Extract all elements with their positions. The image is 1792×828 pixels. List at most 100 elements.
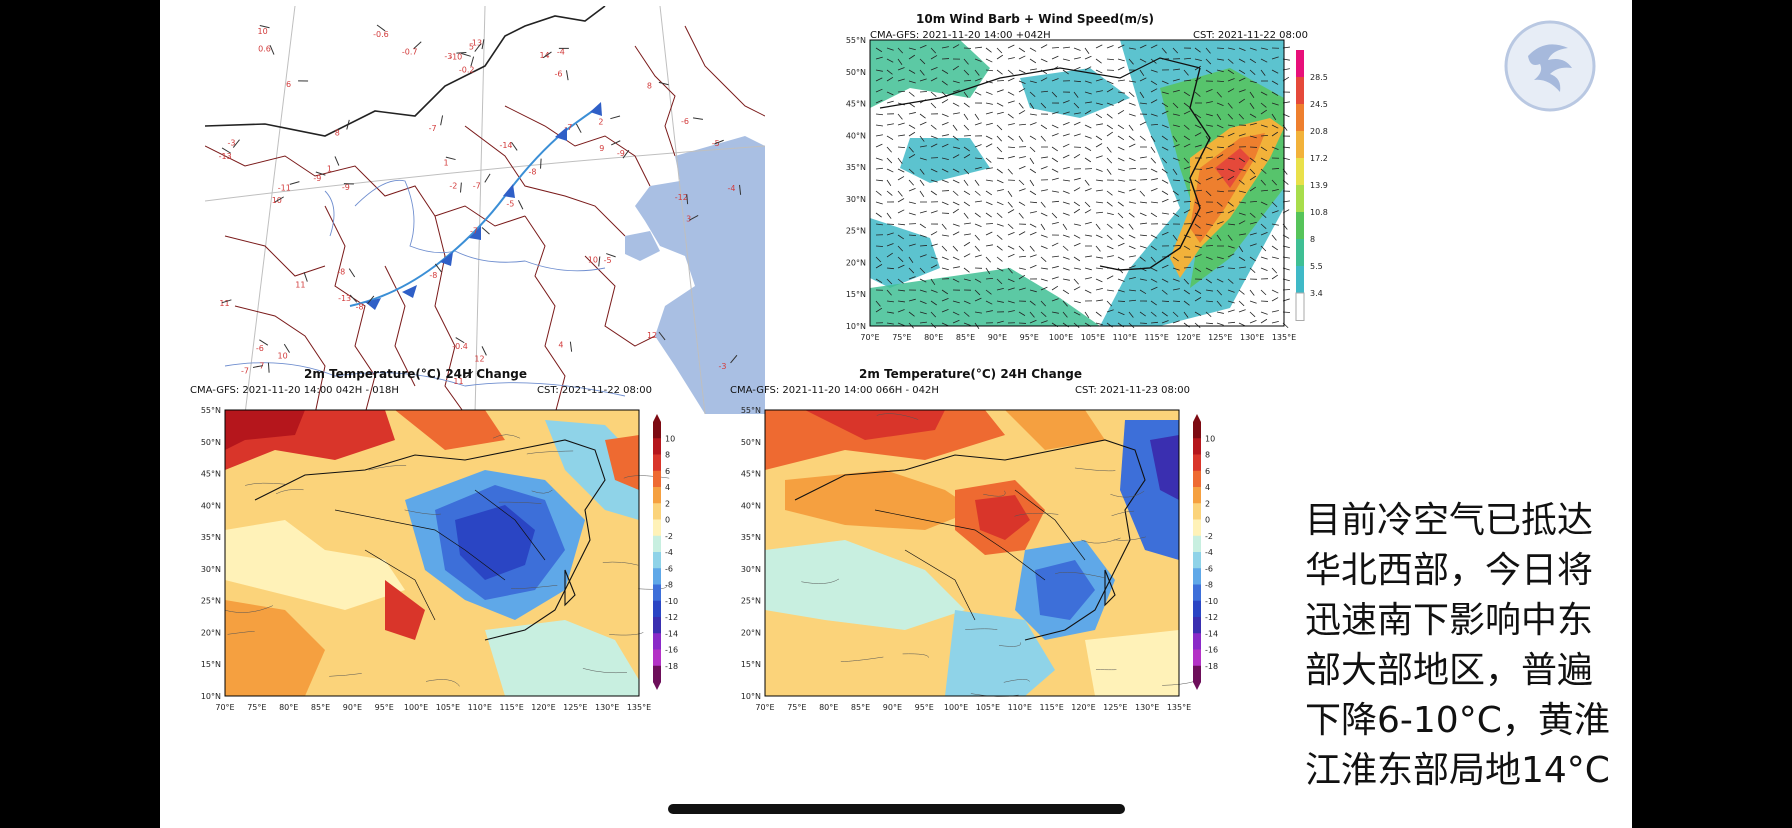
temp-colorbar-label: 2 — [1205, 499, 1210, 508]
wind-barb — [1150, 256, 1156, 263]
wind-barb — [1128, 322, 1135, 329]
station-temp-value: -6 — [256, 344, 264, 353]
station-temp-value: 12 — [474, 354, 484, 363]
wind-barb — [897, 122, 905, 126]
wind-barb — [1018, 267, 1026, 270]
lon-tick-label: 110°E — [1008, 703, 1032, 712]
wind-barb — [1205, 311, 1212, 318]
wind-barb — [952, 112, 960, 115]
temp-chart-1-model-run: CMA-GFS: 2021-11-20 14:00 042H - 018H — [190, 385, 399, 396]
wind-barb — [886, 58, 894, 63]
wind-barb — [985, 289, 992, 295]
wind-barb — [952, 300, 960, 304]
wind-barb — [1260, 311, 1268, 315]
wind-barb — [1271, 179, 1278, 186]
wind-barb — [1216, 221, 1224, 225]
wind-barb — [1150, 201, 1158, 204]
wind-barb — [1018, 69, 1026, 74]
wind-barb — [1051, 265, 1059, 269]
wind-barb — [1095, 102, 1103, 106]
wind-barb — [941, 168, 949, 173]
wind-barb — [886, 123, 894, 126]
wind-barb — [941, 80, 948, 86]
wind-barb — [1205, 234, 1213, 240]
wind-barb — [1172, 320, 1180, 324]
wind-barb — [919, 157, 927, 161]
wind-barb — [1139, 58, 1147, 63]
wind-barb — [1238, 98, 1246, 104]
wind-barb — [1139, 102, 1147, 105]
temp-colorbar-swatch — [653, 503, 661, 520]
wind-barb — [1139, 91, 1145, 99]
wind-barb — [1172, 157, 1180, 161]
station-barb-layer — [221, 24, 742, 379]
wind-barb — [1029, 68, 1037, 71]
temp-change-zone — [225, 410, 305, 450]
wind-barb — [1117, 157, 1125, 162]
wind-barb — [886, 76, 894, 82]
wind-barb — [952, 278, 960, 283]
wind-barb — [1216, 124, 1224, 129]
wind-colorbar-swatch — [1296, 212, 1304, 240]
wind-barb — [1183, 79, 1191, 82]
wind-barb — [908, 80, 916, 84]
wind-barb — [1139, 256, 1146, 262]
lon-tick-label: 130°E — [1135, 703, 1159, 712]
wind-barb — [1051, 298, 1059, 302]
wind-barb — [1117, 44, 1125, 49]
wind-barb — [1249, 212, 1256, 218]
wind-barb — [1249, 122, 1257, 126]
wind-barb — [908, 54, 916, 60]
wind-barb — [1172, 234, 1178, 241]
lon-tick-label: 90°E — [988, 333, 1007, 342]
wind-barb — [1029, 264, 1037, 269]
wind-colorbar-swatch — [1296, 77, 1304, 105]
wind-colorbar-swatch — [1296, 104, 1304, 132]
temp-change-zone — [975, 495, 1030, 540]
temp-contours — [801, 413, 1195, 697]
wind-barb — [1084, 277, 1092, 280]
wind-barb — [1227, 267, 1236, 269]
wind-barb — [1194, 267, 1202, 273]
wind-barb — [1018, 135, 1024, 142]
lon-tick-label: 70°E — [215, 703, 234, 712]
wind-barb — [1216, 113, 1222, 121]
temp-contour-line — [1110, 490, 1145, 498]
wind-barb — [1106, 124, 1114, 130]
station-temp-value: -0.2 — [459, 65, 475, 74]
wind-barb — [1139, 135, 1146, 141]
wind-barb — [996, 212, 1003, 218]
station-temp-value: 10 — [588, 255, 598, 264]
wind-barb — [1095, 168, 1103, 172]
wind-barb — [1029, 211, 1037, 214]
wind-barb — [1183, 143, 1191, 148]
wind-barb — [1051, 190, 1059, 193]
wind-chart-model-run: CMA-GFS: 2021-11-20 14:00 +042H — [870, 30, 1051, 41]
wind-barb — [1040, 77, 1048, 82]
wind-chart-svg: 55°N 50°N 45°N 40°N 35°N 30°N 25°N 20°N 15°N 10°N… — [846, 36, 1328, 342]
temp-colorbar-label: -8 — [665, 581, 673, 590]
wind-barb — [974, 234, 980, 241]
wind-barb — [1260, 102, 1267, 108]
temp-contour-line — [602, 561, 639, 566]
wind-barb — [1029, 300, 1036, 306]
wind-barb — [1073, 66, 1081, 71]
wind-barb — [886, 311, 894, 314]
wind-barb — [1051, 276, 1059, 280]
wind-barb — [1249, 186, 1257, 192]
wind-barb — [1018, 156, 1026, 159]
wind-barb — [1073, 300, 1081, 304]
slide: -7 -9 -6 -7 -4 -8 -5 -7 -11 -9 -7 -4 -14 -9 -7 -12 -8 -6 -… — [160, 0, 1632, 828]
wind-barb — [1095, 267, 1103, 270]
wind-barb — [1029, 231, 1037, 236]
station-temp-value: -8 — [356, 303, 364, 312]
wind-barb — [1260, 168, 1267, 174]
station-wind-barb — [289, 181, 300, 185]
station-temp-value: -10 — [449, 52, 462, 61]
wind-barb — [1073, 102, 1080, 109]
home-indicator[interactable] — [668, 804, 1125, 814]
station-temp-value: -0.4 — [452, 342, 468, 351]
wind-colorbar-swatch — [1296, 185, 1304, 213]
temp-colorbar-swatch — [1193, 649, 1201, 667]
wind-barb — [1117, 146, 1125, 151]
